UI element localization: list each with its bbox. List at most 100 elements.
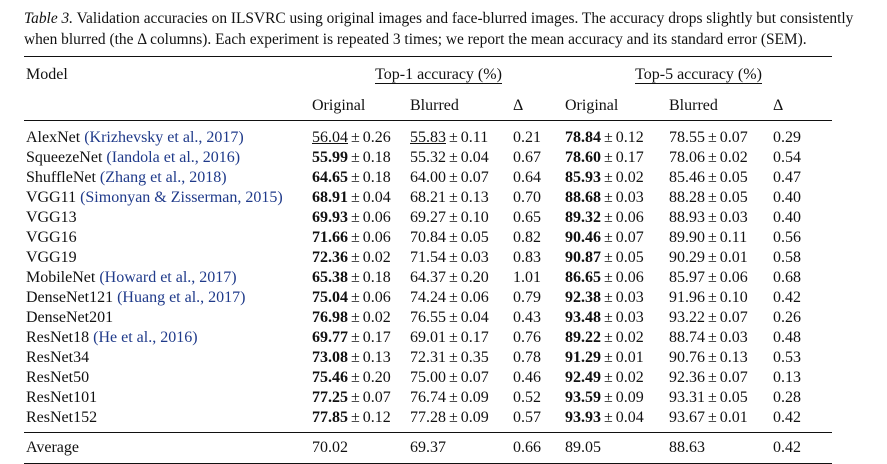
- cell-value: 77.85: [312, 409, 348, 426]
- plus-minus-symbol: ±: [351, 169, 360, 186]
- cell-t5b: 85.46 ±0.05: [669, 168, 773, 188]
- cell-value: 75.46: [312, 369, 348, 386]
- model-cell: VGG11 (Simonyan & Zisserman, 2015): [24, 188, 312, 208]
- table-row: VGG11 (Simonyan & Zisserman, 2015) 68.91 ±…: [24, 188, 832, 208]
- cell-t5d: 0.13: [773, 369, 801, 386]
- cell-sem: 0.02: [615, 369, 644, 386]
- cell-sem: 0.17: [615, 149, 644, 166]
- cell-value: 73.08: [312, 349, 348, 366]
- cell-value: 76.55: [410, 309, 446, 326]
- cell-sem: 0.07: [460, 369, 489, 386]
- cell-value: 88.28: [669, 189, 705, 206]
- model-cell: VGG13: [24, 208, 312, 228]
- cell-t1b: 75.00 ±0.07: [410, 368, 513, 388]
- cell-value: 93.22: [669, 309, 705, 326]
- cell-value: 92.36: [669, 369, 705, 386]
- cell-sem: 0.17: [460, 329, 489, 346]
- plus-minus-symbol: ±: [449, 409, 458, 426]
- plus-minus-symbol: ±: [449, 209, 458, 226]
- model-name: VGG16: [26, 229, 77, 246]
- cell-sem: 0.03: [615, 189, 644, 206]
- cell-sem: 0.01: [615, 349, 644, 366]
- cell-sem: 0.05: [719, 169, 748, 186]
- model-cell: VGG19: [24, 248, 312, 268]
- cell-value: 55.99: [312, 149, 348, 166]
- plus-minus-symbol: ±: [351, 129, 360, 146]
- cell-t5b: 78.55 ±0.07: [669, 121, 773, 149]
- cell-t1o: 68.91 ±0.04: [312, 188, 410, 208]
- cell-t1d: 0.67: [513, 149, 541, 166]
- model-cell: MobileNet (Howard et al., 2017): [24, 268, 312, 288]
- cell-sem: 0.18: [362, 269, 391, 286]
- model-cell: SqueezeNet (Iandola et al., 2016): [24, 148, 312, 168]
- plus-minus-symbol: ±: [604, 329, 613, 346]
- model-citation: (Krizhevsky et al., 2017): [84, 129, 244, 146]
- cell-t5b: 93.67 ±0.01: [669, 408, 773, 433]
- model-cell: VGG16: [24, 228, 312, 248]
- plus-minus-symbol: ±: [449, 309, 458, 326]
- model-name: MobileNet: [26, 269, 96, 286]
- table-row: VGG19 72.36 ±0.02 71.54 ±0.03 0.83 90.87 ±0.05 9…: [24, 248, 832, 268]
- table-row: ResNet50 75.46 ±0.20 75.00 ±0.07 0.46 92.49 ±0.…: [24, 368, 832, 388]
- cell-value: 92.38: [565, 289, 601, 306]
- cell-t1b: 76.55 ±0.04: [410, 308, 513, 328]
- cell-t5b: 90.76 ±0.13: [669, 348, 773, 368]
- plus-minus-symbol: ±: [604, 369, 613, 386]
- cell-value: 78.55: [669, 129, 705, 146]
- cell-value: 72.36: [312, 249, 348, 266]
- cell-t1b: 71.54 ±0.03: [410, 248, 513, 268]
- cell-sem: 0.02: [615, 329, 644, 346]
- cell-t1b: 64.37 ±0.20: [410, 268, 513, 288]
- plus-minus-symbol: ±: [708, 209, 717, 226]
- plus-minus-symbol: ±: [708, 329, 717, 346]
- plus-minus-symbol: ±: [604, 409, 613, 426]
- cell-sem: 0.10: [460, 209, 489, 226]
- cell-t5b: 85.97 ±0.06: [669, 268, 773, 288]
- cell-t1o: 69.93 ±0.06: [312, 208, 410, 228]
- cell-value: 90.29: [669, 249, 705, 266]
- cell-t5o: 78.84 ±0.12: [565, 121, 669, 149]
- cell-t1b: 68.21 ±0.13: [410, 188, 513, 208]
- cell-sem: 0.03: [719, 329, 748, 346]
- model-cell: AlexNet (Krizhevsky et al., 2017): [24, 121, 312, 149]
- header-top5-blurred: Blurred: [669, 96, 718, 114]
- cell-t5b: 88.93 ±0.03: [669, 208, 773, 228]
- cell-value: 76.74: [410, 389, 446, 406]
- model-citation: (Zhang et al., 2018): [99, 169, 227, 186]
- cell-t5d: 0.58: [773, 249, 801, 266]
- results-table: Model Top-1 accuracy (%) Top-5 accuracy …: [24, 56, 832, 464]
- cell-t1d: 0.21: [513, 129, 541, 146]
- model-cell: DenseNet201: [24, 308, 312, 328]
- cell-value: 68.91: [312, 189, 348, 206]
- plus-minus-symbol: ±: [351, 349, 360, 366]
- cell-t1b: 55.83 ±0.11: [410, 121, 513, 149]
- model-cell: ResNet152: [24, 408, 312, 433]
- header-top5-original: Original: [565, 96, 619, 114]
- cell-value: 91.96: [669, 289, 705, 306]
- cell-value: 76.98: [312, 309, 348, 326]
- cell-sem: 0.09: [615, 389, 644, 406]
- cell-value: 71.54: [410, 249, 446, 266]
- model-cell: DenseNet121 (Huang et al., 2017): [24, 288, 312, 308]
- cell-t5d: 0.48: [773, 329, 801, 346]
- cell-value: 69.27: [410, 209, 446, 226]
- cell-sem: 0.02: [615, 169, 644, 186]
- table-row: SqueezeNet (Iandola et al., 2016) 55.99 ±0…: [24, 148, 832, 168]
- plus-minus-symbol: ±: [449, 149, 458, 166]
- header-top5: Top-5 accuracy (%): [565, 56, 832, 91]
- table-row: VGG13 69.93 ±0.06 69.27 ±0.10 0.65 89.32 ±0.06 8…: [24, 208, 832, 228]
- cell-sem: 0.17: [362, 329, 391, 346]
- cell-t1o: 77.85 ±0.12: [312, 408, 410, 433]
- cell-t5o: 78.60 ±0.17: [565, 148, 669, 168]
- model-citation: (Huang et al., 2017): [117, 289, 246, 306]
- cell-t5d: 0.56: [773, 229, 801, 246]
- average-t5o: 89.05: [565, 432, 669, 464]
- cell-t5b: 92.36 ±0.07: [669, 368, 773, 388]
- cell-t5d: 0.40: [773, 209, 801, 226]
- cell-value: 90.76: [669, 349, 705, 366]
- plus-minus-symbol: ±: [604, 269, 613, 286]
- cell-t5o: 90.87 ±0.05: [565, 248, 669, 268]
- table-row: ShuffleNet (Zhang et al., 2018) 64.65 ±0.1…: [24, 168, 832, 188]
- header-top1-delta: Δ: [513, 96, 524, 114]
- model-name: SqueezeNet: [26, 149, 103, 166]
